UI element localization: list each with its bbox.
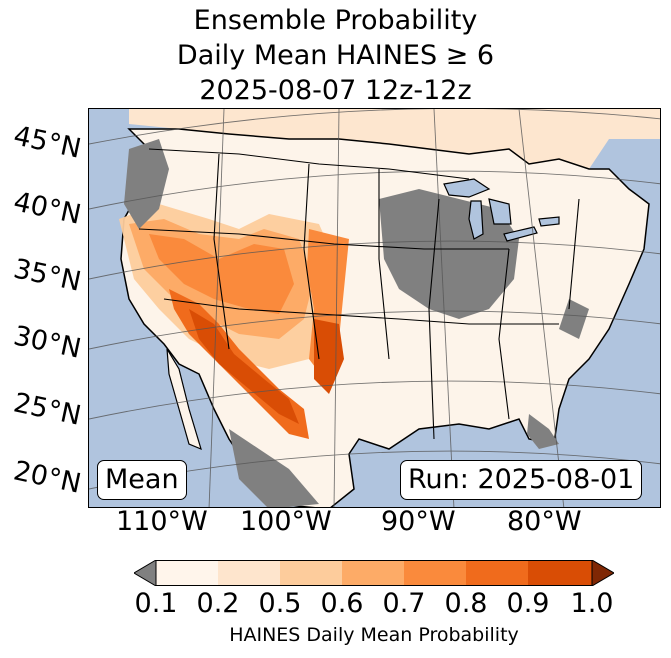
baja-land	[166, 348, 202, 451]
lake-huron	[488, 198, 512, 225]
colorbar-bin-0.1-0.2	[156, 560, 218, 586]
state-borders	[138, 148, 580, 440]
title-line-3: 2025-08-07 12z-12z	[199, 75, 472, 106]
lon-label-80: 80°W	[507, 506, 582, 537]
colorbar-bin-0.5-0.6	[280, 560, 342, 586]
lake-erie	[503, 226, 538, 242]
lon-label-110: 110°W	[116, 506, 208, 537]
lat-label-30: 30°N	[10, 320, 84, 365]
colorbar-bin-0.8-0.9	[466, 560, 528, 586]
colorbar-label: HAINES Daily Mean Probability	[229, 624, 519, 646]
map-panel	[88, 108, 661, 508]
colorbar-tick-0.9: 0.9	[506, 588, 550, 619]
canada-land	[129, 109, 660, 169]
lat-label-35: 35°N	[10, 253, 84, 298]
missing-northwest	[124, 139, 169, 229]
missing-southeast	[559, 299, 589, 339]
lat-label-20: 20°N	[10, 455, 84, 500]
lake-superior	[443, 178, 491, 198]
mean-label-box: Mean	[97, 460, 187, 500]
missing-florida	[527, 414, 559, 449]
colorbar-tick-1.0: 1.0	[570, 588, 614, 619]
map-svg	[89, 109, 660, 507]
run-label-box: Run: 2025-08-01	[400, 460, 643, 500]
colorbar-bin-0.9-1.0	[528, 560, 592, 586]
colorbar	[134, 560, 614, 586]
colorbar-under-arrow	[134, 560, 157, 586]
colorbar-bin-0.2-0.5	[218, 560, 280, 586]
title-line-1: Ensemble Probability	[193, 5, 478, 36]
colorbar-tick-0.2: 0.2	[196, 588, 240, 619]
colorbar-tick-0.6: 0.6	[320, 588, 364, 619]
colorbar-tick-0.7: 0.7	[382, 588, 426, 619]
missing-midwest	[379, 189, 519, 319]
lon-label-90: 90°W	[381, 506, 456, 537]
colorbar-over-arrow	[591, 560, 614, 586]
title-line-2: Daily Mean HAINES ≥ 6	[176, 40, 495, 71]
lake-ontario	[538, 216, 560, 227]
prob-0.9-southwest	[189, 309, 299, 424]
lon-label-100: 100°W	[240, 506, 332, 537]
colorbar-tick-0.1: 0.1	[134, 588, 178, 619]
lat-label-40: 40°N	[10, 186, 84, 231]
colorbar-bin-0.6-0.7	[342, 560, 404, 586]
lat-label-45: 45°N	[10, 120, 84, 165]
prob-0.7-west	[149, 234, 294, 314]
colorbar-outline	[155, 560, 593, 586]
colorbar-bin-0.7-0.8	[404, 560, 466, 586]
colorbar-tick-0.5: 0.5	[258, 588, 302, 619]
missing-mexico	[229, 429, 319, 507]
lat-label-25: 25°N	[10, 387, 84, 432]
lake-michigan	[468, 200, 484, 240]
colorbar-tick-0.8: 0.8	[444, 588, 488, 619]
